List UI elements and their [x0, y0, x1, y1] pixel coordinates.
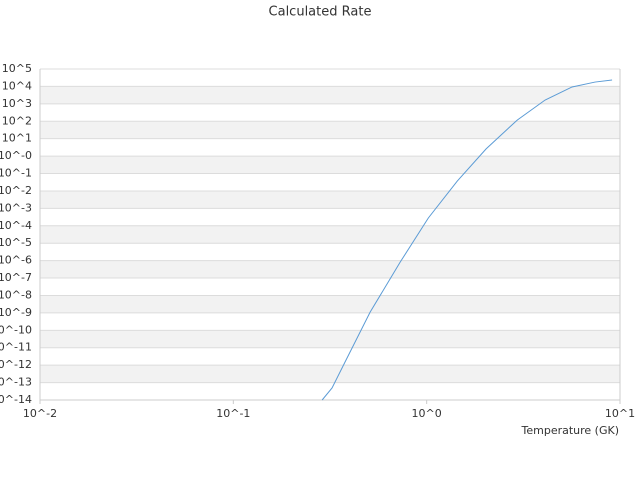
y-tick-label: 10^-3	[0, 201, 32, 214]
band	[40, 190, 620, 209]
band	[40, 121, 620, 139]
y-tick-label: 10^-4	[0, 219, 32, 232]
y-tick-label: 10^-2	[0, 184, 32, 197]
y-tick-label: 10^2	[2, 114, 32, 127]
y-tick-label: 10^1	[2, 132, 32, 145]
band	[40, 330, 620, 348]
x-tick-label: 10^0	[412, 407, 442, 420]
y-tick-label: 10^-6	[0, 254, 32, 267]
y-tick-label: 10^-8	[0, 288, 32, 301]
data-line	[321, 79, 613, 401]
y-tick-label: 10^3	[2, 97, 32, 110]
band	[40, 365, 620, 383]
y-tick-label: 10^-7	[0, 271, 32, 284]
x-tick-label: 10^-1	[216, 407, 250, 420]
y-tick-label: 10^-5	[0, 236, 32, 249]
chart-title: Calculated Rate	[269, 5, 372, 20]
y-tick-label: 10^-11	[0, 341, 32, 354]
x-axis-label: Temperature (GK)	[521, 424, 620, 437]
y-tick-label: 10^-12	[0, 358, 32, 371]
y-tick-label: 10^-13	[0, 376, 32, 389]
y-tick-label: 10^-10	[0, 323, 32, 336]
band	[40, 86, 620, 104]
y-tick-label: 10^4	[2, 79, 32, 92]
x-tick-label: 10^1	[605, 407, 635, 420]
grid	[40, 68, 620, 401]
band	[40, 260, 620, 279]
band	[40, 295, 620, 313]
y-tick-label: 10^-0	[0, 149, 32, 162]
band	[40, 156, 620, 174]
y-tick-label: 10^5	[2, 62, 32, 75]
y-tick-label: 10^-14	[0, 393, 32, 406]
y-tick-label: 10^-1	[0, 167, 32, 180]
x-tick-label: 10^-2	[23, 407, 57, 420]
bands	[40, 86, 620, 383]
y-tick-label: 10^-9	[0, 306, 32, 319]
band	[40, 225, 620, 244]
